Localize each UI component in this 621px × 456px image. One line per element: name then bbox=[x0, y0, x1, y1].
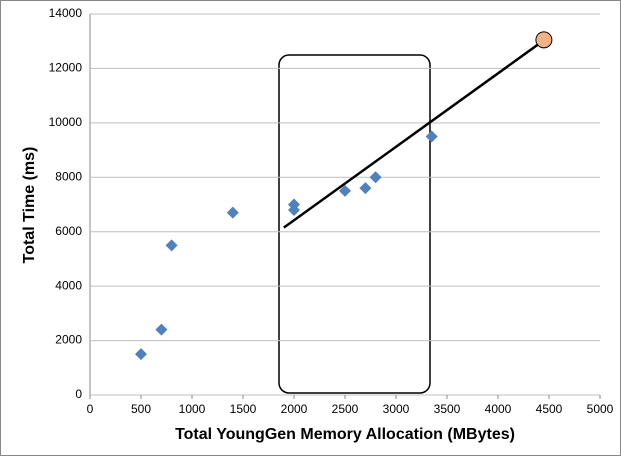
x-tick-label: 4000 bbox=[485, 402, 512, 416]
x-axis-title: Total YoungGen Memory Allocation (MBytes… bbox=[175, 426, 515, 443]
x-tick-label: 2500 bbox=[332, 402, 359, 416]
point bbox=[339, 184, 351, 197]
x-tick-label: 3500 bbox=[434, 402, 461, 416]
point bbox=[535, 31, 553, 49]
y-tick-label: 4000 bbox=[55, 278, 82, 292]
y-tick-label: 12000 bbox=[49, 61, 83, 75]
point bbox=[425, 130, 438, 143]
point bbox=[165, 239, 178, 252]
trend-line bbox=[283, 42, 540, 229]
point bbox=[369, 171, 382, 184]
y-axis-title: Total Time (ms) bbox=[21, 147, 38, 264]
point bbox=[226, 206, 239, 219]
highlight-box bbox=[278, 54, 431, 394]
x-tick-label: 1000 bbox=[179, 402, 206, 416]
x-tick-label: 4500 bbox=[536, 402, 563, 416]
x-tick-label: 2000 bbox=[281, 402, 308, 416]
x-tick-label: 3000 bbox=[383, 402, 410, 416]
point bbox=[359, 182, 372, 195]
x-tick-label: 500 bbox=[131, 402, 151, 416]
y-tick-label: 14000 bbox=[49, 6, 83, 20]
x-tick-label: 1500 bbox=[230, 402, 257, 416]
y-tick-label: 10000 bbox=[49, 115, 83, 129]
x-tick-label: 0 bbox=[87, 402, 94, 416]
y-tick-label: 8000 bbox=[55, 169, 82, 183]
y-tick-label: 0 bbox=[75, 387, 82, 401]
x-tick-label: 5000 bbox=[587, 402, 614, 416]
y-tick-label: 6000 bbox=[55, 224, 82, 238]
point bbox=[288, 203, 300, 216]
point bbox=[135, 348, 147, 361]
point bbox=[155, 323, 168, 336]
y-tick-label: 2000 bbox=[55, 333, 82, 347]
